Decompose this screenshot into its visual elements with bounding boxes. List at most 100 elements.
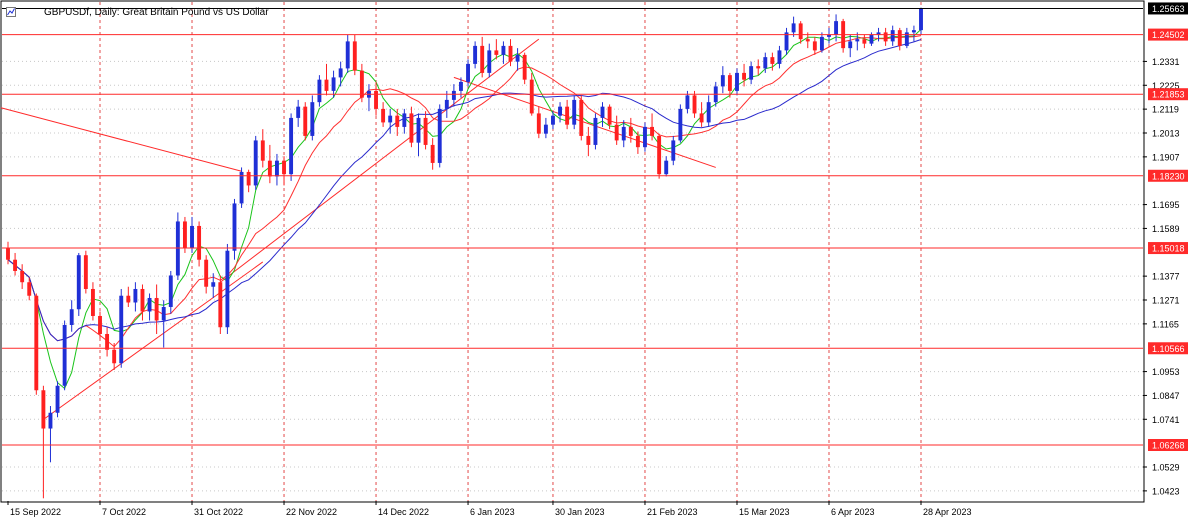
chart-window-icon bbox=[6, 7, 16, 17]
candle-body bbox=[55, 385, 60, 413]
candle-body bbox=[260, 140, 265, 161]
candle-body bbox=[600, 106, 605, 118]
candle-body bbox=[359, 70, 364, 98]
candle-body bbox=[253, 140, 258, 186]
candle-body bbox=[133, 288, 138, 303]
candle-body bbox=[855, 39, 860, 42]
candle-body bbox=[182, 221, 187, 249]
price-level-tag bbox=[1148, 439, 1188, 452]
candle-body bbox=[218, 282, 223, 328]
x-tick-label: 30 Jan 2023 bbox=[555, 507, 605, 517]
candle-body bbox=[381, 108, 386, 123]
candle-body bbox=[798, 23, 803, 40]
candle-body bbox=[480, 45, 485, 73]
candle-body bbox=[536, 113, 541, 134]
price-levels bbox=[2, 7, 1143, 446]
y-tick-label: 1.0847 bbox=[1152, 391, 1180, 401]
candle-body bbox=[862, 39, 867, 44]
y-tick-label: 1.1165 bbox=[1152, 319, 1179, 329]
y-tick-label: 1.0953 bbox=[1152, 367, 1180, 377]
candle-body bbox=[451, 90, 456, 100]
ma-fast-line bbox=[7, 29, 922, 390]
candle-body bbox=[593, 117, 598, 145]
candle-body bbox=[897, 30, 902, 46]
x-tick-label: 14 Dec 2022 bbox=[378, 507, 429, 517]
candle-body bbox=[48, 412, 53, 429]
candle-body bbox=[678, 108, 683, 141]
candle-body bbox=[671, 140, 676, 161]
y-tick-label: 1.2331 bbox=[1152, 57, 1180, 67]
candle-body bbox=[423, 117, 428, 145]
candle-body bbox=[466, 63, 470, 82]
candle-body bbox=[388, 115, 393, 123]
candle-body bbox=[664, 160, 669, 175]
candle-body bbox=[430, 144, 435, 163]
candle-body bbox=[558, 106, 562, 116]
candle-body bbox=[635, 135, 640, 148]
y-tick-label: 1.0741 bbox=[1152, 415, 1180, 425]
x-tick-label: 28 Apr 2023 bbox=[923, 507, 972, 517]
candle-body bbox=[119, 295, 124, 364]
candle-body bbox=[27, 282, 32, 296]
y-tick-label: 1.1589 bbox=[1152, 224, 1180, 234]
candle-body bbox=[883, 32, 888, 42]
candle-body bbox=[324, 79, 329, 91]
candle-body bbox=[197, 225, 202, 260]
candle-body bbox=[487, 50, 492, 73]
x-tick-label: 6 Jan 2023 bbox=[470, 507, 515, 517]
candle-body bbox=[890, 30, 895, 42]
candle-body bbox=[204, 259, 209, 287]
time-axis: 15 Sep 2022 7 Oct 2022 31 Oct 2022 22 Nov 2… bbox=[7, 501, 972, 517]
candle-body bbox=[919, 8, 923, 31]
y-tick-label: 1.1271 bbox=[1152, 296, 1180, 306]
candle-body bbox=[154, 297, 159, 321]
candle-body bbox=[90, 288, 95, 316]
candle-body bbox=[551, 115, 555, 125]
candle-body bbox=[352, 41, 357, 71]
candle-body bbox=[763, 57, 768, 69]
candle-body bbox=[727, 75, 732, 91]
candle-body bbox=[395, 115, 400, 127]
candle-body bbox=[98, 315, 102, 334]
candle-body bbox=[607, 106, 612, 125]
candle-body bbox=[621, 126, 626, 141]
x-tick-label: 21 Feb 2023 bbox=[647, 507, 698, 517]
candle-body bbox=[41, 390, 46, 429]
candle-body bbox=[501, 45, 506, 55]
candle-body bbox=[416, 117, 421, 143]
candle-body bbox=[699, 113, 704, 123]
price-level-label: 1.25663 bbox=[1152, 4, 1185, 14]
candle-body bbox=[685, 95, 690, 109]
price-level-label: 1.06268 bbox=[1152, 441, 1185, 451]
price-level-tag bbox=[1148, 88, 1188, 101]
y-tick-label: 1.0529 bbox=[1152, 463, 1180, 473]
candle-body bbox=[13, 259, 18, 271]
candle-body bbox=[770, 57, 775, 64]
candle-body bbox=[508, 45, 513, 62]
price-level-label: 1.10566 bbox=[1152, 344, 1185, 354]
x-tick-label: 6 Apr 2023 bbox=[831, 507, 875, 517]
candle-body bbox=[720, 75, 725, 87]
y-tick-label: 1.1695 bbox=[1152, 200, 1180, 210]
candle-body bbox=[876, 32, 881, 35]
candle-body bbox=[126, 295, 131, 303]
candle-body bbox=[444, 99, 449, 109]
candle-body bbox=[6, 248, 10, 260]
price-level-label: 1.15018 bbox=[1152, 244, 1185, 254]
candle-body bbox=[338, 68, 343, 78]
candle-body bbox=[409, 113, 414, 143]
candle-body bbox=[190, 225, 194, 249]
candle-body bbox=[69, 309, 74, 325]
candle-body bbox=[628, 126, 633, 136]
price-level-label: 1.18230 bbox=[1152, 171, 1185, 181]
y-tick-label: 1.2013 bbox=[1152, 128, 1180, 138]
candle-body bbox=[161, 306, 166, 321]
candle-body bbox=[827, 34, 831, 37]
moving-averages bbox=[7, 29, 922, 390]
candle-body bbox=[374, 90, 378, 109]
price-level-tag bbox=[1148, 28, 1188, 41]
candle-body bbox=[869, 34, 874, 44]
candle-body bbox=[579, 99, 584, 136]
candle-body bbox=[791, 23, 796, 33]
